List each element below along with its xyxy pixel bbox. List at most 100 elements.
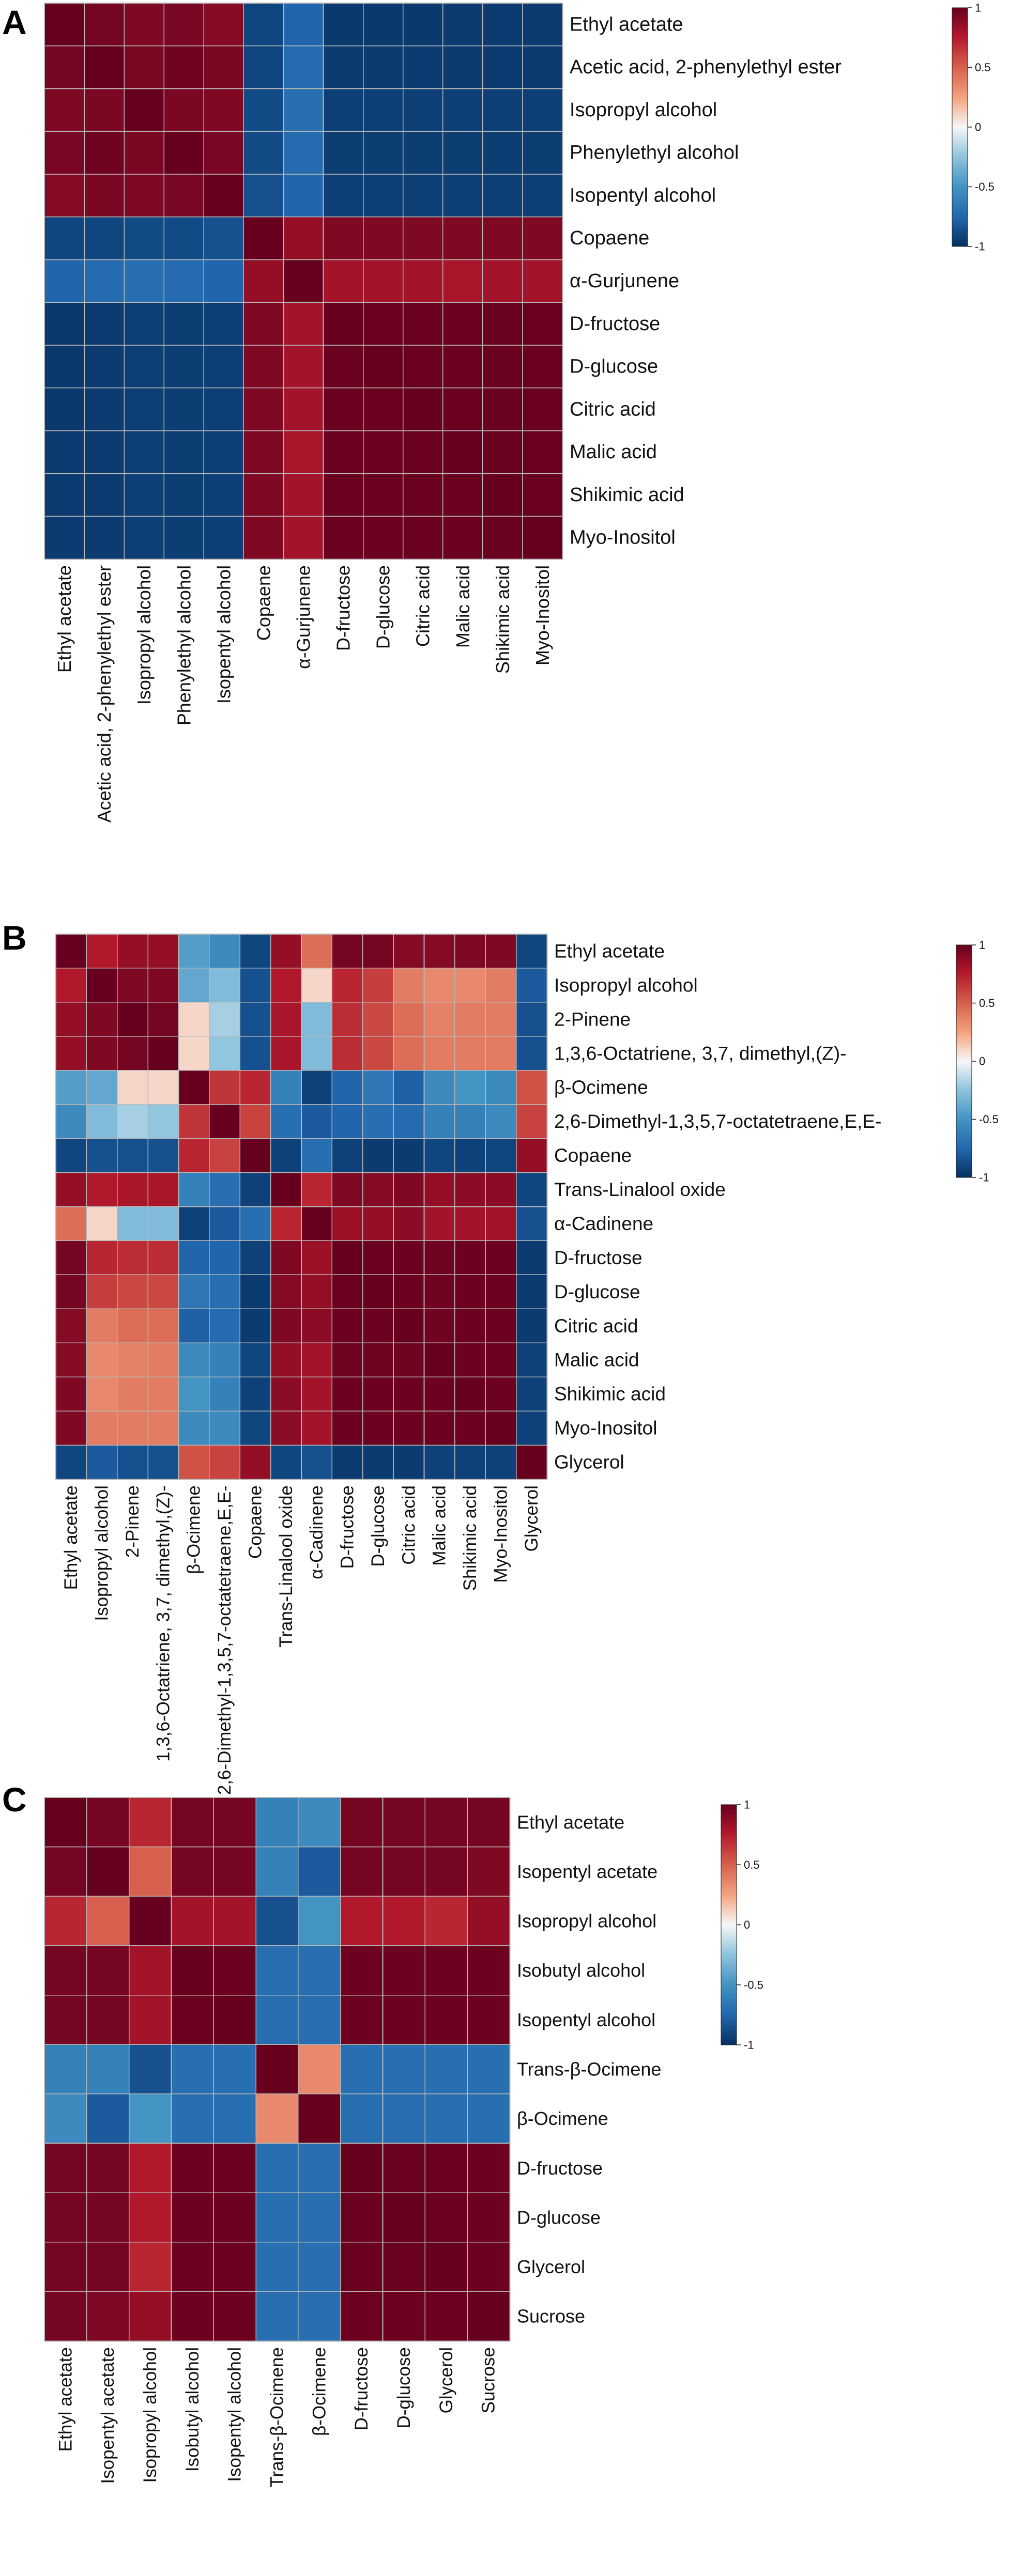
heatmap-cell: [163, 430, 205, 474]
heatmap-cell: [382, 2093, 426, 2144]
heatmap-cell: [209, 968, 241, 1003]
heatmap-cell: [283, 259, 324, 303]
heatmap-cell: [485, 1445, 517, 1480]
heatmap-cell: [203, 174, 244, 218]
heatmap-cell: [340, 2291, 384, 2342]
heatmap-cell: [423, 1308, 456, 1344]
heatmap-cell: [163, 216, 205, 260]
heatmap-cell: [239, 1240, 271, 1276]
heatmap-cell: [515, 1069, 548, 1105]
heatmap-cell: [270, 1104, 302, 1139]
col-label-cadinene: α-Cadinene: [307, 1485, 327, 1579]
heatmap-cell: [239, 1036, 271, 1072]
col-label-isopropyl-alcohol: Isopropyl alcohol: [140, 2347, 160, 2483]
heatmap-cell: [116, 1240, 149, 1276]
heatmap-cell: [442, 387, 484, 431]
heatmap-cell: [147, 1376, 179, 1412]
heatmap-cell: [298, 2291, 342, 2342]
heatmap-cell: [467, 2143, 511, 2194]
heatmap-cell: [515, 1104, 548, 1139]
row-label-1-3-6-octatriene-3-7-dimethyl-z: 1,3,6-Octatriene, 3,7, dimethyl,(Z)-: [554, 1043, 846, 1064]
heatmap-cell: [454, 1274, 486, 1310]
heatmap-cell: [116, 1104, 149, 1139]
heatmap-cell: [239, 1308, 271, 1344]
heatmap-cell: [402, 131, 444, 175]
heatmap-cell: [485, 934, 517, 969]
heatmap-cell: [454, 934, 486, 969]
heatmap-cell: [147, 1036, 179, 1072]
colorbar-tick-neg-1: -1: [975, 240, 985, 253]
heatmap-cell: [116, 934, 149, 969]
heatmap-cell: [340, 2241, 384, 2292]
col-label-ethyl-acetate: Ethyl acetate: [55, 2347, 75, 2451]
heatmap-cell: [270, 1445, 302, 1480]
heatmap-cell: [203, 430, 244, 474]
heatmap-cell: [124, 516, 165, 560]
heatmap-cell: [147, 1138, 179, 1173]
heatmap-cell: [209, 1240, 241, 1276]
heatmap-cell: [163, 45, 205, 89]
col-label-ethyl-acetate: Ethyl acetate: [54, 565, 75, 673]
heatmap-cell: [147, 1206, 179, 1242]
heatmap-cell: [213, 1994, 257, 2045]
row-label-d-glucose: D-glucose: [570, 356, 658, 378]
heatmap-cell: [84, 3, 125, 47]
heatmap-cell: [485, 1410, 517, 1446]
heatmap-cell: [482, 387, 524, 431]
heatmap-cell: [393, 1138, 425, 1173]
heatmap-cell: [362, 1172, 394, 1207]
heatmap-cell: [331, 1274, 364, 1310]
heatmap-cell: [124, 131, 165, 175]
heatmap-cell: [239, 968, 271, 1003]
row-label-isopentyl-alcohol: Isopentyl alcohol: [517, 2009, 655, 2030]
heatmap-cell: [331, 1104, 364, 1139]
colorbar-tick-0: 0: [744, 1918, 750, 1931]
heatmap-cell: [298, 2093, 342, 2144]
row-label-isopentyl-alcohol: Isopentyl alcohol: [570, 185, 716, 207]
heatmap-cell: [44, 2093, 88, 2144]
heatmap-cell: [86, 1036, 118, 1072]
heatmap-cell: [171, 2143, 215, 2194]
row-label-d-fructose: D-fructose: [570, 313, 660, 335]
heatmap-cell: [442, 88, 484, 132]
heatmap-cell: [203, 473, 244, 517]
colorbar-tick-neg-1: -1: [744, 2039, 754, 2052]
heatmap-cell: [442, 516, 484, 560]
col-label-isopentyl-alcohol: Isopentyl alcohol: [213, 565, 234, 704]
heatmap-cell: [442, 174, 484, 218]
heatmap-cell: [178, 1308, 210, 1344]
heatmap-cell: [209, 1308, 241, 1344]
col-label-shikimic-acid: Shikimic acid: [460, 1485, 480, 1591]
colorbar-tick-neg-1: -1: [979, 1171, 989, 1184]
heatmap-cell: [301, 1376, 333, 1412]
heatmap-cell: [270, 1410, 302, 1446]
heatmap-cell: [128, 1896, 172, 1947]
heatmap-cell: [393, 1069, 425, 1105]
heatmap-cell: [116, 1138, 149, 1173]
heatmap-cell: [485, 1104, 517, 1139]
heatmap-cell: [270, 1240, 302, 1276]
heatmap-cell: [298, 1797, 342, 1848]
heatmap-cell: [213, 2241, 257, 2292]
heatmap-cell: [522, 216, 563, 260]
heatmap-cell: [362, 45, 404, 89]
heatmap-cell: [255, 1846, 299, 1897]
heatmap-cell: [209, 1274, 241, 1310]
heatmap-cell: [86, 2044, 130, 2095]
heatmap-cell: [147, 1274, 179, 1310]
heatmap-cell: [467, 1945, 511, 1996]
heatmap-cell: [44, 2143, 88, 2194]
heatmap-cell: [213, 2093, 257, 2144]
heatmap-cell: [116, 1445, 149, 1480]
heatmap-cell: [362, 1376, 394, 1412]
heatmap-cell: [515, 968, 548, 1003]
heatmap-cell: [402, 473, 444, 517]
heatmap-cell: [340, 1797, 384, 1848]
heatmap-cell: [203, 45, 244, 89]
heatmap-panel-a: A Ethyl acetate Acetic acid, 2-phenylethy…: [2, 2, 995, 823]
heatmap-cell: [55, 1308, 87, 1344]
heatmap-cell: [515, 1002, 548, 1037]
heatmap-cell: [485, 1036, 517, 1072]
heatmap-cell: [270, 1138, 302, 1173]
heatmap-cell: [270, 1036, 302, 1072]
